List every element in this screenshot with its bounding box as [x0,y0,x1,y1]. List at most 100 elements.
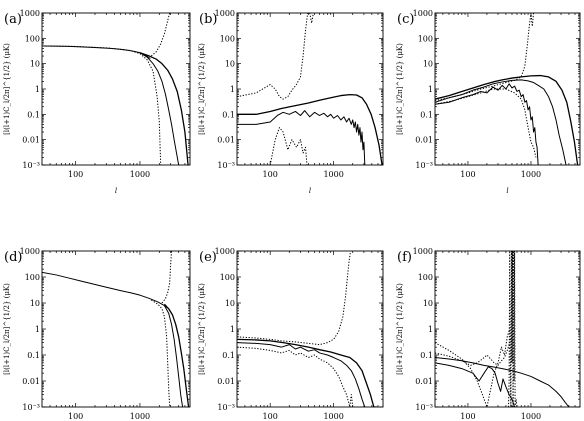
panel-d: (d)100100010⁻³0.010.11101001000l[l(l+1)C… [3,247,191,421]
y-tick-label: 1000 [413,9,433,18]
x-tick-label: 100 [68,412,83,421]
y-tick-label: 10 [225,60,235,69]
panel-label: (c) [397,12,414,27]
x-axis-label: l [506,187,508,195]
series-line-3 [435,83,539,165]
y-axis-label: [l(l+1)C_l/2π]^{1/2} (μK) [198,283,206,375]
y-tick-label: 100 [220,34,235,43]
x-tick-label: 1000 [323,412,343,421]
y-tick-label: 1 [35,325,40,334]
x-tick-label: 100 [460,412,475,421]
series-line-5 [508,251,514,407]
y-tick-label: 0.1 [222,351,235,360]
series-line-4 [151,299,171,407]
series-line-5 [161,251,173,304]
y-tick-label: 0.1 [420,110,433,119]
plot-frame [434,250,581,408]
y-axis-label: [l(l+1)C_l/2π]^{1/2} (μK) [198,43,206,135]
y-tick-label: 0.1 [27,351,40,360]
y-axis-label: [l(l+1)C_l/2π]^{1/2} (μK) [396,43,404,135]
series-line-4 [435,88,537,158]
y-tick-label: 1000 [20,9,40,18]
series-line-4 [269,127,308,165]
y-tick-label: 10 [30,60,40,69]
y-tick-label: 1 [230,325,235,334]
y-tick-label: 1000 [413,247,433,256]
series-line-3 [237,13,314,100]
series-line-3 [139,52,180,165]
plot-frame [434,12,581,166]
y-tick-label: 10⁻³ [415,403,433,412]
series-group [42,251,190,407]
panel-label: (e) [199,250,217,265]
y-tick-label: 10⁻³ [415,161,433,170]
y-axis-label: [l(l+1)C_l/2π]^{1/2} (μK) [396,283,404,375]
series-line-4 [435,339,512,366]
series-line-4 [237,251,352,346]
y-tick-label: 10⁻³ [22,161,40,170]
y-axis-label: [l(l+1)C_l/2π]^{1/2} (μK) [3,43,11,135]
panel-f: (f)100100010⁻³0.010.11101001000l[l(l+1)C… [396,247,581,421]
panel-b: (b)100 100010⁻³0.010.11101001000l[l(l+1)C… [198,9,384,195]
y-tick-label: 0.01 [22,136,40,145]
series-line-1 [435,74,579,165]
x-tick-label: 1000 [521,170,541,179]
y-tick-label: 1 [428,325,433,334]
y-tick-label: 100 [418,273,433,282]
x-tick-label: 1000 [130,412,150,421]
panel-e: (e)100100010⁻³0.010.11101001000l[l(l+1)C… [198,247,384,421]
y-tick-label: 10⁻³ [217,161,235,170]
y-axis-label: [l(l+1)C_l/2π]^{1/2} (μK) [3,283,11,375]
plot-frame [41,12,191,166]
y-tick-label: 10 [225,299,235,308]
panel-label: (b) [199,12,217,27]
series-group [435,251,579,407]
panel-label: (a) [4,12,22,27]
series-line-2 [139,52,189,165]
y-tick-label: 0.01 [22,377,40,386]
y-tick-label: 1 [428,85,433,94]
y-tick-label: 0.1 [222,110,235,119]
x-tick-label: 100 [68,170,83,179]
y-tick-label: 1000 [215,9,235,18]
series-line-1 [435,357,579,407]
y-tick-label: 0.01 [217,136,235,145]
series-line-3 [237,346,354,407]
y-tick-label: 0.01 [415,136,433,145]
plot-frame [236,250,384,408]
y-tick-label: 1 [35,85,40,94]
series-line-2 [435,79,567,165]
series-group [237,251,377,407]
y-tick-label: 10⁻³ [22,403,40,412]
series-line-3 [435,328,511,407]
series-line-6 [512,251,518,407]
series-line-2 [435,362,516,407]
y-tick-label: 10 [30,299,40,308]
series-group [435,13,579,165]
series-group [42,13,189,165]
x-axis-label: l [309,187,311,195]
y-tick-label: 1000 [215,247,235,256]
series-line-3 [163,305,184,407]
y-tick-label: 1000 [20,247,40,256]
y-tick-label: 0.1 [27,110,40,119]
y-tick-label: 100 [220,273,235,282]
y-tick-label: 0.01 [217,377,235,386]
series-group [237,13,383,165]
x-axis-label: l [115,187,117,195]
series-line-4 [42,45,162,165]
series-line-2 [163,303,190,407]
series-line-2 [237,342,368,407]
panel-label: (d) [4,250,22,265]
panel-label: (f) [397,250,412,265]
series-line-1 [237,93,383,165]
plot-frame [41,250,191,408]
y-tick-label: 100 [25,34,40,43]
series-line-1 [42,45,151,59]
series-line-2 [237,110,366,165]
panel-a: (a)100 100010⁻³0.010.11101001000l[l(l+1)C… [3,9,191,195]
series-line-1 [42,271,170,310]
y-tick-label: 1 [230,85,235,94]
x-tick-label: 100 [263,170,278,179]
